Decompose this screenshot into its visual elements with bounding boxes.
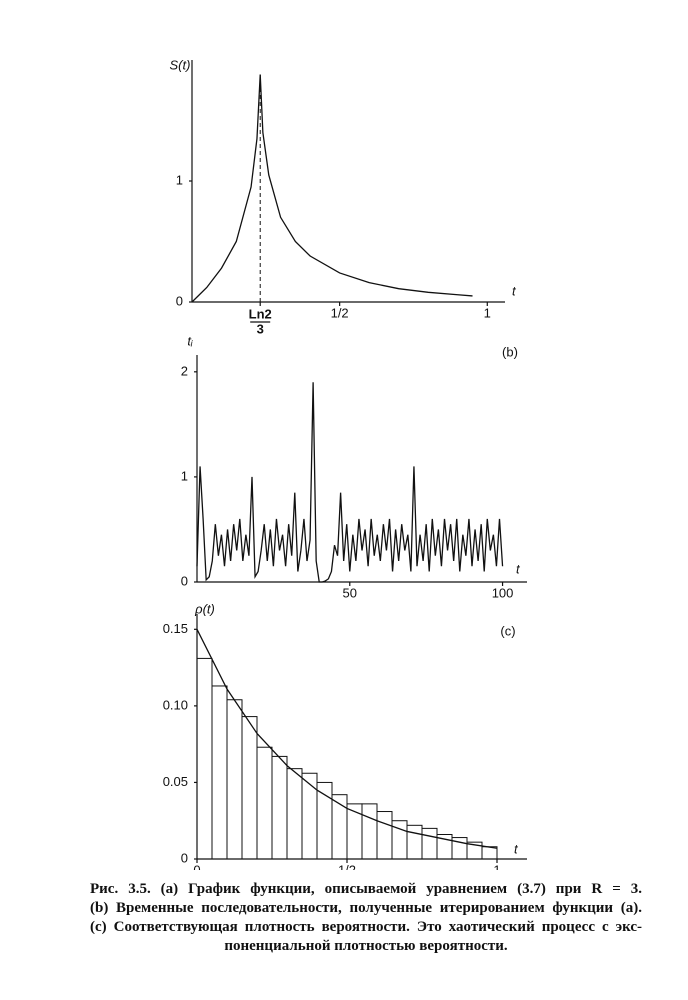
caption: Рис. 3.5. (а) График функции, описываемо… — [90, 880, 642, 956]
caption-line: поненциальной плотностью вероятности. — [224, 938, 508, 954]
y-axis-label: ρ(t) — [194, 601, 215, 616]
histogram-bar — [226, 699, 243, 860]
y-axis-label: S(t) — [170, 57, 191, 72]
y-tick-label: 0 — [181, 573, 188, 588]
histogram-bar — [421, 827, 438, 860]
histogram-bar — [196, 657, 213, 860]
x-axis-label: t — [514, 841, 519, 856]
histogram-bar — [301, 772, 318, 860]
x-tick-label: 1 — [493, 862, 500, 870]
panel-label: (c) — [500, 623, 515, 638]
histogram-bar — [361, 803, 378, 860]
density-curve — [196, 629, 498, 849]
y-tick-label: 0.10 — [163, 697, 188, 712]
histogram-bar — [271, 755, 288, 860]
x-tick-label: 1 — [484, 305, 491, 320]
x-axis-label: t — [516, 561, 521, 576]
x-tick-label: 100 — [492, 585, 514, 600]
histogram-bar — [211, 685, 228, 860]
histogram-bar — [376, 811, 393, 860]
y-tick-label: 0.05 — [163, 774, 188, 789]
x-tick-label: 1/2 — [331, 305, 349, 320]
y-tick-label: 1 — [181, 468, 188, 483]
histogram-bar — [241, 716, 258, 860]
caption-line: Рис. 3.5. (а) График функции, описываемо… — [90, 881, 642, 897]
caption-line: (c) Соответствующая плотность вероятност… — [90, 919, 642, 935]
y-tick-label: 1 — [176, 172, 183, 187]
histogram-bar — [286, 768, 303, 860]
y-tick-label: 0.15 — [163, 621, 188, 636]
x-tick-label: 3 — [257, 321, 264, 336]
y-tick-label: 0 — [181, 850, 188, 865]
series-line — [196, 382, 504, 583]
panel-label: (b) — [502, 344, 518, 359]
y-axis-label: tᵢ — [187, 333, 193, 348]
series-line — [191, 74, 473, 303]
histogram-bar — [256, 746, 273, 860]
y-tick-label: 2 — [181, 363, 188, 378]
caption-line: (b) Временные последовательности, получе… — [90, 900, 642, 916]
x-tick-label: 50 — [343, 585, 357, 600]
y-tick-label: 0 — [176, 293, 183, 308]
x-tick-label: Ln2 — [249, 306, 272, 321]
x-axis-label: t — [512, 283, 517, 298]
x-tick-label: 1/2 — [338, 862, 356, 870]
histogram-bar — [316, 781, 333, 860]
x-tick-label: 0 — [193, 862, 200, 870]
histogram-bar — [406, 824, 423, 860]
